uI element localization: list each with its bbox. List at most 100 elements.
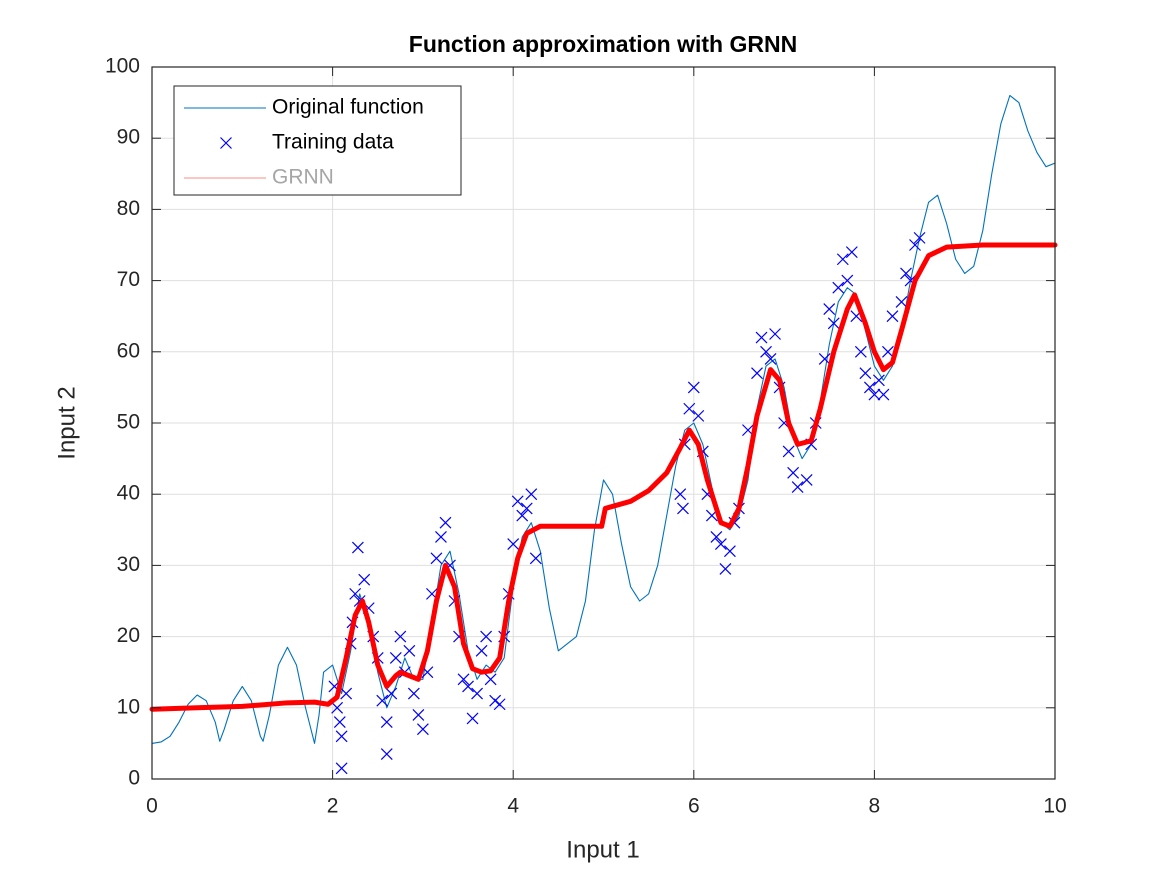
data-point — [349, 587, 362, 600]
data-point — [430, 552, 443, 565]
data-point — [674, 488, 687, 501]
x-tick-label: 0 — [146, 795, 158, 818]
y-tick-label: 10 — [117, 695, 140, 718]
legend: Original function Training data GRNN — [173, 85, 462, 196]
data-point — [333, 716, 346, 728]
x-tick-label: 8 — [869, 795, 881, 818]
data-point — [823, 303, 836, 316]
data-point — [358, 573, 371, 586]
data-point — [863, 381, 876, 394]
data-point — [529, 552, 542, 565]
data-point — [407, 687, 420, 700]
data-point — [493, 698, 506, 711]
data-point — [403, 644, 416, 657]
data-point — [480, 630, 493, 643]
data-point — [394, 630, 407, 643]
data-point — [389, 652, 402, 664]
data-point — [335, 762, 348, 775]
data-point — [909, 239, 921, 251]
data-point — [723, 545, 736, 558]
y-tick-label: 80 — [117, 197, 140, 220]
data-point — [351, 541, 364, 554]
y-tick-label: 30 — [117, 553, 140, 576]
data-point — [710, 530, 723, 543]
data-point — [435, 530, 447, 543]
data-point — [755, 331, 768, 344]
data-point — [520, 502, 533, 515]
data-point — [854, 345, 867, 358]
legend-symbol — [220, 137, 232, 149]
x-axis-label: Input 1 — [566, 836, 639, 863]
y-tick-label: 0 — [128, 767, 140, 790]
data-point — [335, 730, 348, 743]
data-point — [827, 317, 840, 330]
data-point — [511, 495, 524, 508]
data-point — [687, 381, 700, 394]
data-point — [895, 296, 908, 308]
data-point — [882, 345, 894, 358]
line — [149, 242, 1058, 712]
data-point — [416, 723, 429, 736]
data-point — [836, 253, 849, 266]
y-tick-label: 90 — [117, 126, 140, 149]
data-point — [900, 267, 912, 280]
x-tick-label: 10 — [1043, 795, 1066, 818]
data-point — [484, 673, 497, 686]
grid — [151, 66, 1056, 780]
data-point — [677, 502, 689, 515]
data-point — [475, 644, 488, 657]
data-point — [692, 409, 705, 422]
data-point — [791, 481, 804, 494]
data-point — [859, 367, 872, 380]
legend-box — [173, 85, 462, 196]
y-axis-label: Input 2 — [53, 386, 80, 459]
data-point — [782, 445, 795, 458]
legend-label: GRNN — [272, 166, 334, 189]
data-point — [457, 673, 470, 686]
data-point — [331, 701, 344, 714]
y-tick-label: 40 — [117, 482, 140, 505]
plot-area — [149, 94, 1058, 775]
data-point — [841, 274, 854, 287]
y-tick-label: 60 — [117, 339, 140, 362]
data-point — [877, 388, 890, 401]
data-point — [764, 352, 777, 365]
data-point — [385, 687, 398, 700]
data-point — [683, 402, 696, 415]
chart-title: Function approximation with GRNN — [409, 31, 797, 57]
data-point — [760, 345, 772, 358]
data-point — [787, 466, 800, 479]
data-point — [818, 352, 831, 365]
legend-label: Training data — [272, 131, 394, 154]
data-point — [471, 687, 484, 700]
data-point — [525, 488, 538, 501]
data-point — [507, 538, 520, 550]
y-tick-label: 50 — [117, 411, 140, 434]
y-tick-label: 20 — [117, 624, 140, 647]
x-tick-label: 6 — [688, 795, 700, 818]
x-tick-label: 4 — [507, 795, 519, 818]
x-tick-label: 2 — [327, 795, 339, 818]
data-point — [714, 538, 727, 550]
data-point — [868, 388, 881, 401]
data-point — [380, 716, 393, 728]
data-point — [845, 246, 858, 259]
data-point — [380, 748, 393, 761]
data-point — [886, 310, 899, 323]
legend-label: Original function — [272, 96, 424, 119]
data-point — [412, 708, 425, 721]
data-point — [376, 694, 389, 707]
data-point — [719, 563, 732, 575]
data-point — [439, 516, 452, 529]
data-point — [769, 328, 781, 340]
data-point — [340, 687, 353, 700]
data-point — [462, 680, 474, 693]
data-point — [751, 367, 763, 380]
data-point — [913, 231, 926, 244]
data-point — [872, 374, 885, 387]
data-point — [516, 509, 529, 522]
data-point — [800, 474, 813, 486]
data-point — [466, 712, 479, 725]
